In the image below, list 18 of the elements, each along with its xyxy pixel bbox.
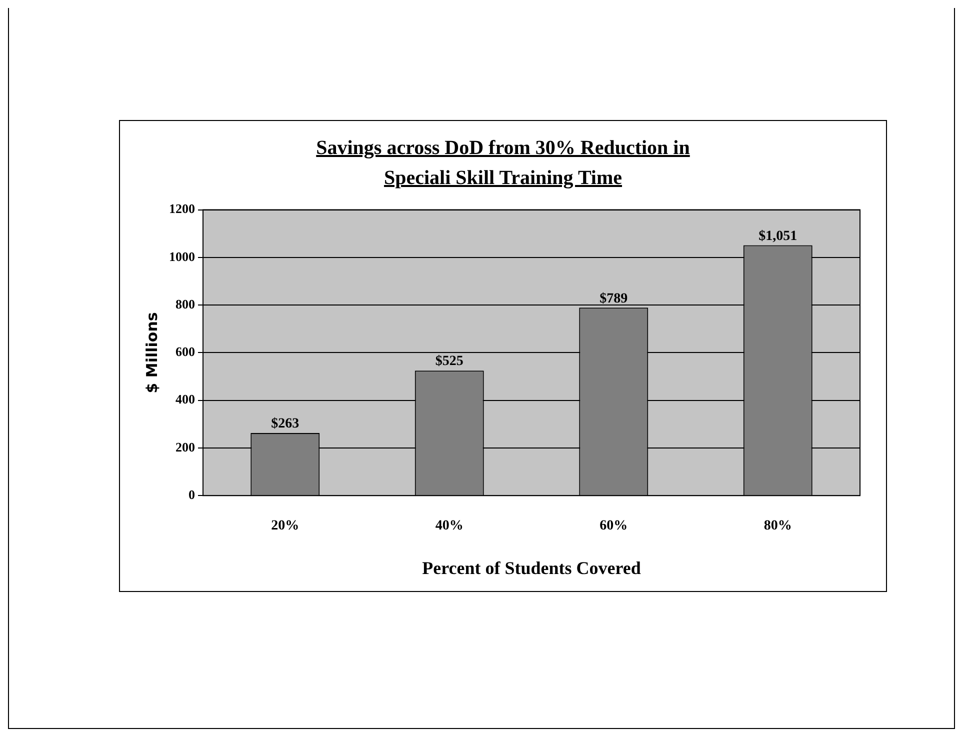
x-axis-title: Percent of Students Covered <box>422 558 641 578</box>
x-tick-label: 20% <box>271 518 300 534</box>
y-tick-label: 200 <box>176 439 195 454</box>
data-label: $263 <box>271 416 300 432</box>
chart-title: Savings across DoD from 30% Reduction in Speciali Skill Training Time <box>315 136 691 191</box>
x-tick-label: 60% <box>600 518 628 534</box>
y-tick-label: 1000 <box>169 248 195 264</box>
data-label: $1,051 <box>758 228 798 244</box>
x-tick-label: 40% <box>435 518 464 534</box>
data-label: $525 <box>435 354 464 370</box>
y-tick-label: 600 <box>176 344 195 360</box>
y-tick-label: 0 <box>188 486 195 502</box>
y-tick-label: 800 <box>176 296 195 312</box>
data-label: $789 <box>600 291 628 306</box>
y-tick-label: 1200 <box>169 201 195 216</box>
y-axis-title: $ Millions <box>142 312 161 394</box>
x-tick-label: 80% <box>764 518 792 534</box>
y-tick-label: 400 <box>176 392 195 407</box>
